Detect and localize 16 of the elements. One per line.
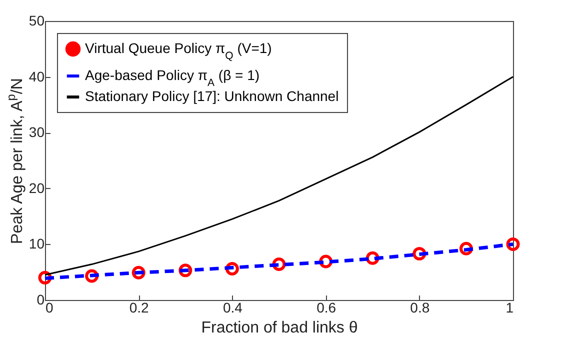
point: [506, 237, 520, 251]
x-tick-label: 0.2: [129, 300, 150, 316]
legend-label: Age-based Policy π$_{A}$ (β = 1): [85, 67, 260, 89]
y-tick-label: 50: [28, 12, 45, 28]
y-tick-label: 10: [28, 236, 45, 252]
y-tick-label: 30: [28, 124, 45, 140]
legend-label: Stationary Policy [17]: Unknown Channel: [85, 88, 339, 104]
line-series: [43, 242, 515, 280]
x-tick-label: 0.4: [222, 300, 243, 316]
y-tick-label: 40: [28, 68, 45, 84]
x-tick-label: 1: [506, 300, 514, 316]
y-tick-label: 20: [28, 180, 45, 196]
x-axis-title: Fraction of bad links θ: [201, 320, 358, 336]
legend-label: Virtual Queue Policy π$_{Q}$ (V=1): [85, 40, 272, 62]
x-tick-label: 0.8: [410, 300, 430, 316]
x-tick-label: 0.6: [316, 300, 336, 316]
